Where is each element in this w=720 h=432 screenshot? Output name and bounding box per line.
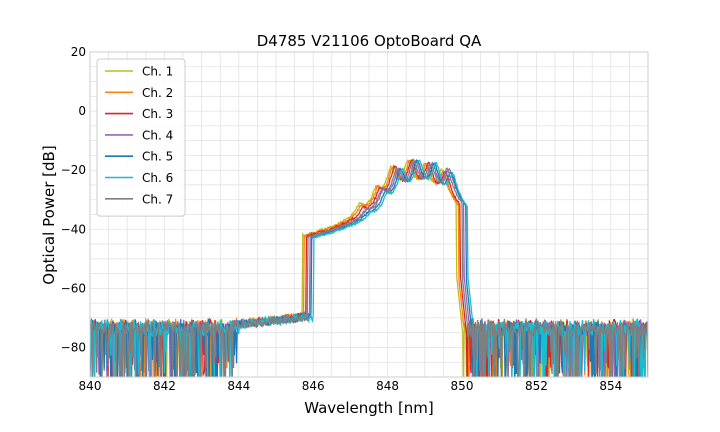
- x-tick-label: 842: [153, 379, 176, 393]
- legend-label-7: Ch. 7: [142, 192, 173, 206]
- x-axis-ticks: 840 842 844 846 848 850 852 854: [79, 379, 623, 393]
- legend-label-1: Ch. 1: [142, 65, 173, 79]
- y-tick-label: −20: [61, 163, 86, 177]
- legend: Ch. 1 Ch. 2 Ch. 3 Ch. 4 Ch. 5 Ch. 6 Ch. 7: [96, 58, 186, 217]
- y-tick-label: 0: [78, 104, 86, 118]
- y-tick-label: −60: [61, 281, 86, 295]
- legend-label-3: Ch. 3: [142, 107, 173, 121]
- y-tick-label: −40: [61, 222, 86, 236]
- x-tick-label: 850: [451, 379, 474, 393]
- y-axis-ticks: 20 0 −20 −40 −60 −80: [61, 45, 86, 354]
- x-tick-label: 844: [227, 379, 250, 393]
- y-tick-label: 20: [71, 45, 86, 59]
- series-line-7: [90, 158, 648, 377]
- chart-title: D4785 V21106 OptoBoard QA: [257, 32, 482, 50]
- x-tick-label: 852: [525, 379, 548, 393]
- plot-frame: [89, 51, 649, 378]
- x-tick-label: 840: [79, 379, 102, 393]
- x-tick-label: 848: [376, 379, 399, 393]
- x-axis-title: Wavelength [nm]: [304, 399, 434, 417]
- y-tick-label: −80: [61, 340, 86, 354]
- legend-label-2: Ch. 2: [142, 86, 173, 100]
- y-axis-title: Optical Power [dB]: [40, 145, 58, 284]
- series-layer: [90, 158, 648, 377]
- legend-label-5: Ch. 5: [142, 150, 173, 164]
- x-tick-label: 846: [302, 379, 325, 393]
- x-tick-label: 854: [599, 379, 622, 393]
- legend-label-4: Ch. 4: [142, 128, 173, 142]
- legend-label-6: Ch. 6: [142, 171, 173, 185]
